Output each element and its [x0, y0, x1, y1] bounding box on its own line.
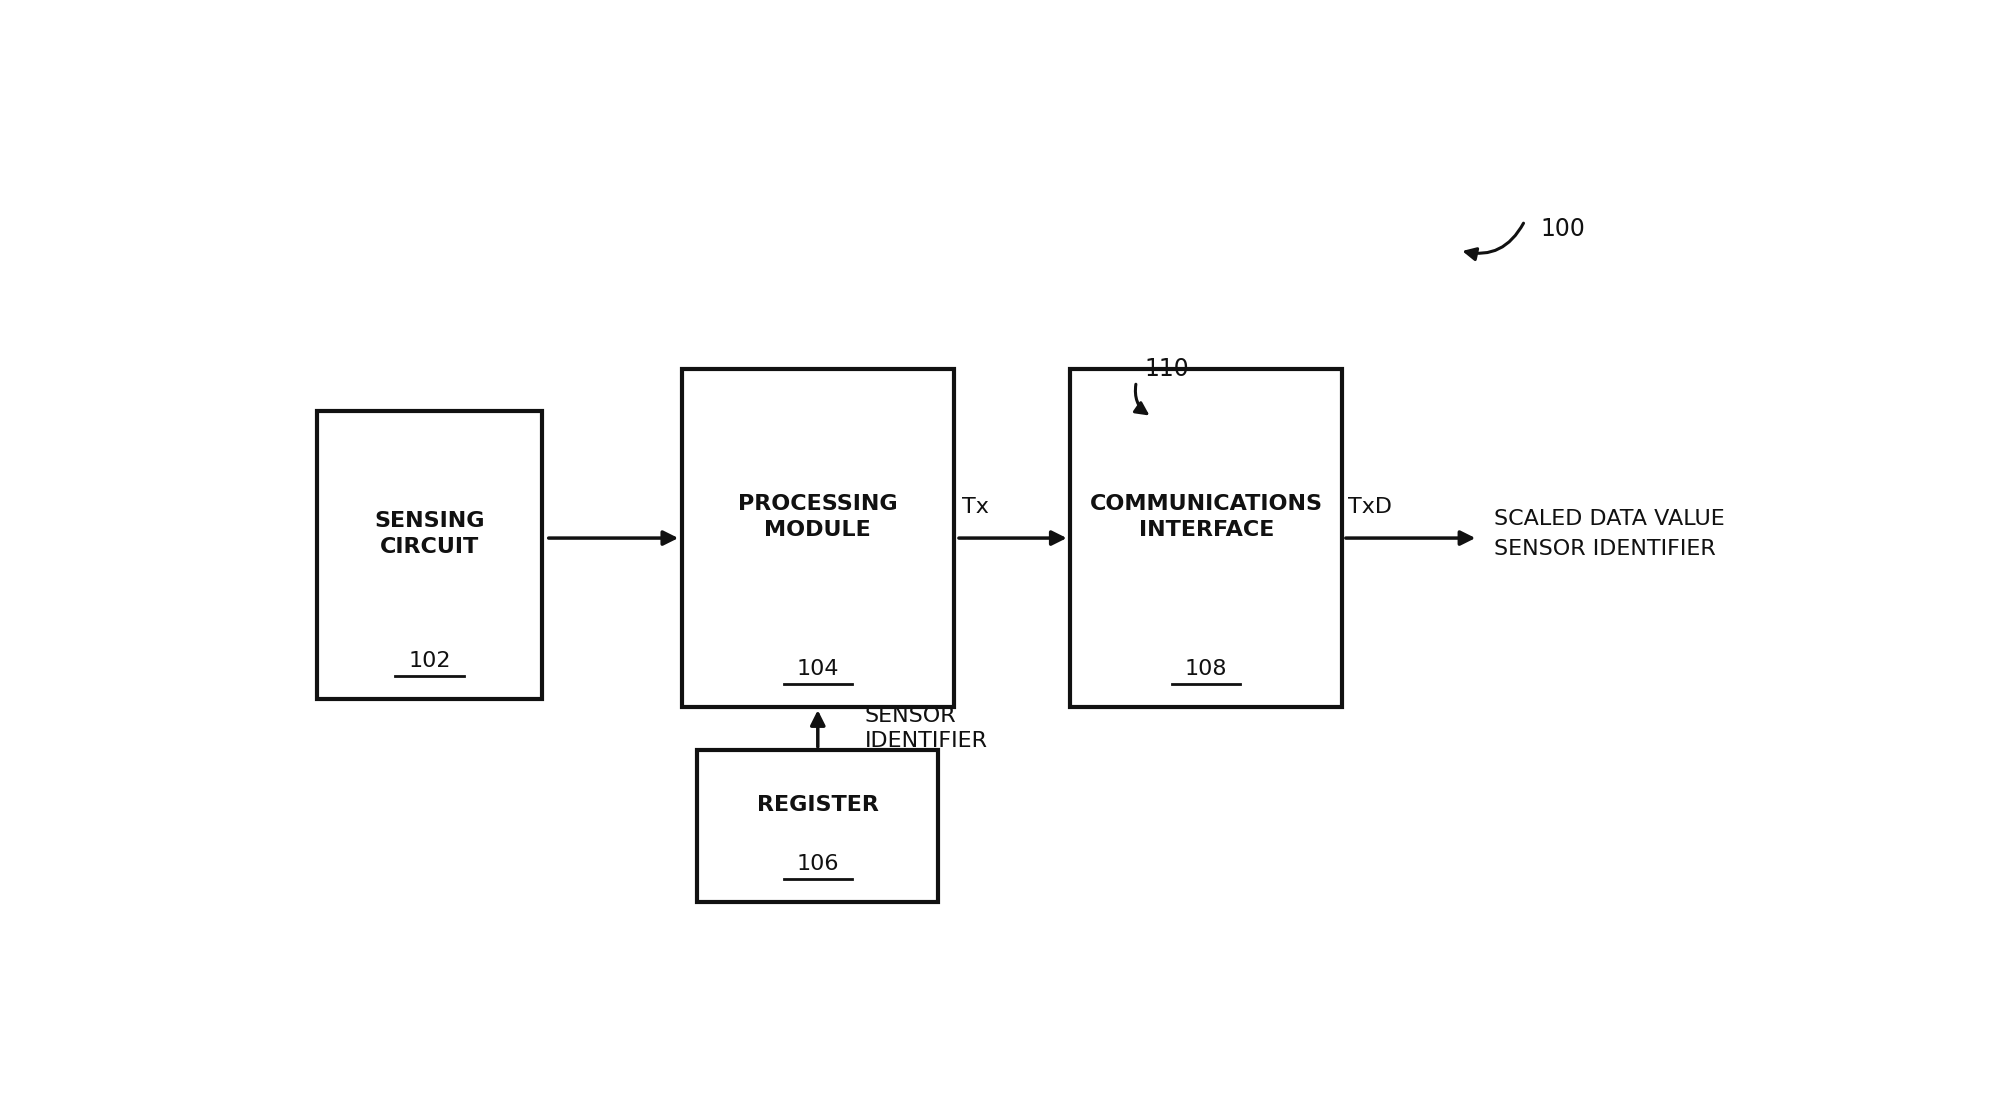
FancyBboxPatch shape: [698, 750, 938, 902]
Text: 102: 102: [409, 651, 451, 670]
Text: SENSOR
IDENTIFIER: SENSOR IDENTIFIER: [864, 706, 986, 752]
FancyBboxPatch shape: [1071, 369, 1341, 708]
Text: 110: 110: [1145, 357, 1189, 381]
Text: COMMUNICATIONS
INTERFACE: COMMUNICATIONS INTERFACE: [1091, 495, 1323, 540]
FancyBboxPatch shape: [317, 411, 541, 699]
Text: SENSING
CIRCUIT: SENSING CIRCUIT: [375, 511, 485, 556]
Text: TxD: TxD: [1347, 497, 1391, 517]
Text: 100: 100: [1540, 218, 1586, 241]
Text: 108: 108: [1185, 659, 1227, 679]
Text: REGISTER: REGISTER: [756, 795, 878, 814]
Text: 106: 106: [796, 854, 838, 874]
Text: SCALED DATA VALUE
SENSOR IDENTIFIER: SCALED DATA VALUE SENSOR IDENTIFIER: [1494, 509, 1724, 558]
Text: PROCESSING
MODULE: PROCESSING MODULE: [738, 495, 898, 540]
Text: Tx: Tx: [962, 497, 988, 517]
Text: 104: 104: [796, 659, 838, 679]
FancyBboxPatch shape: [682, 369, 954, 708]
